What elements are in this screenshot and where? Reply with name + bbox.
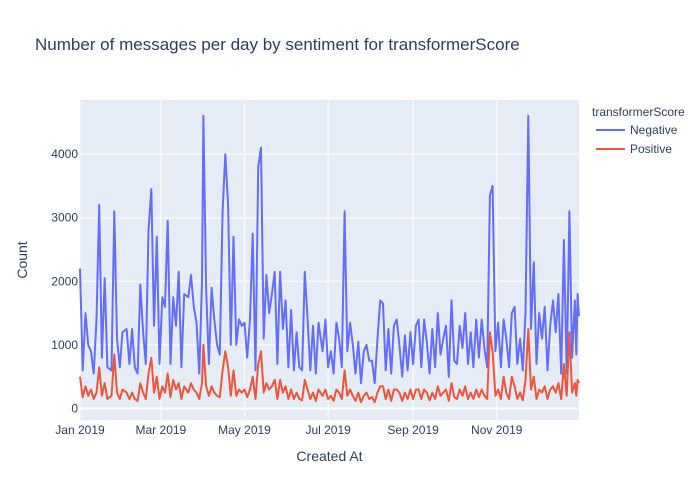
x-axis-title: Created At bbox=[296, 448, 362, 464]
x-tick-label: Nov 2019 bbox=[471, 423, 523, 437]
plot-area bbox=[80, 100, 579, 420]
x-tick-label: Jan 2019 bbox=[55, 423, 105, 437]
legend-title: transformerScore bbox=[592, 105, 685, 119]
gridlines bbox=[79, 100, 579, 420]
series-layer bbox=[79, 114, 580, 404]
x-tick-label: May 2019 bbox=[218, 423, 271, 437]
x-tick-label: Sep 2019 bbox=[387, 423, 439, 437]
legend-label-positive: Positive bbox=[630, 142, 672, 156]
legend-label-negative: Negative bbox=[630, 123, 678, 137]
legend: transformerScore Negative Positive bbox=[592, 105, 685, 156]
x-axis-ticks: Jan 2019 Mar 2019 May 2019 Jul 2019 Sep 2019… bbox=[55, 423, 522, 437]
chart-title: Number of messages per day by sentiment … bbox=[35, 35, 520, 54]
series-line-negative bbox=[79, 114, 580, 385]
y-tick-label: 0 bbox=[71, 402, 78, 416]
series-line-positive bbox=[79, 328, 580, 404]
y-axis-title: Count bbox=[14, 241, 30, 278]
x-tick-label: Jul 2019 bbox=[305, 423, 351, 437]
x-tick-label: Mar 2019 bbox=[136, 423, 187, 437]
y-tick-label: 3000 bbox=[51, 211, 78, 225]
y-axis-ticks: 0 1000 2000 3000 4000 bbox=[51, 147, 78, 415]
y-tick-label: 2000 bbox=[51, 274, 78, 288]
y-tick-label: 4000 bbox=[51, 147, 78, 161]
y-tick-label: 1000 bbox=[51, 338, 78, 352]
